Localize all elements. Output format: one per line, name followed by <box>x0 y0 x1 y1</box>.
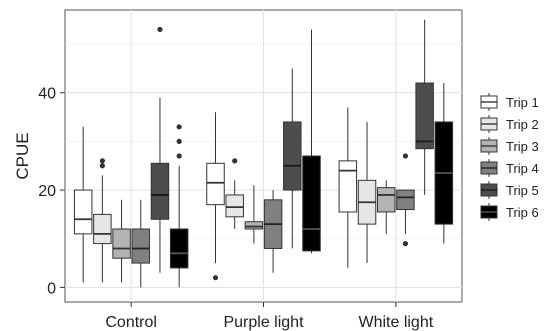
legend-item-trip-5: Trip 5 <box>479 180 539 200</box>
x-axis: Control Purple light White light <box>105 302 434 331</box>
legend-label: Trip 6 <box>506 205 539 220</box>
y-tick-label: 40 <box>38 86 56 103</box>
box-trip-4-white-light <box>396 153 415 247</box>
box-trip-1-white-light <box>338 107 358 268</box>
box-body <box>415 82 434 150</box>
box-body <box>93 213 112 245</box>
outlier-point <box>176 124 182 130</box>
outlier-point <box>176 138 182 144</box>
legend-label: Trip 5 <box>506 183 539 198</box>
y-axis-title: CPUE <box>13 132 32 179</box>
outlier-point <box>99 163 105 169</box>
box-trip-3-control <box>112 199 131 283</box>
box-body <box>302 155 321 252</box>
box-body <box>283 121 302 191</box>
legend-item-trip-3: Trip 3 <box>479 136 539 156</box>
outlier-point <box>402 241 409 247</box>
y-tick-label: 20 <box>38 183 56 200</box>
y-axis: 0 20 40 <box>38 86 65 297</box>
legend-item-trip-1: Trip 1 <box>479 92 539 112</box>
box-trip-6-white-light <box>434 83 454 244</box>
box-trip-2-purple-light <box>225 158 244 229</box>
legend: Trip 1 Trip 2 Trip 3 Trip 4 Trip 5 Trip 6 <box>479 92 539 222</box>
legend-label: Trip 4 <box>506 161 539 176</box>
box-trip-4-purple-light <box>263 190 283 273</box>
grid-lines <box>65 10 462 302</box>
outlier-point <box>212 275 219 281</box>
box-body <box>73 189 93 235</box>
box-body <box>376 187 396 213</box>
legend-item-trip-6: Trip 6 <box>479 202 539 222</box>
box-body <box>396 189 415 211</box>
box-trip-3-white-light <box>376 180 396 234</box>
legend-item-trip-4: Trip 4 <box>479 158 539 178</box>
box-trip-6-control <box>169 124 189 288</box>
outlier-point <box>402 153 409 159</box>
box-body <box>150 162 170 220</box>
y-tick-label: 0 <box>47 280 56 297</box>
box-trip-6-purple-light <box>302 29 321 254</box>
box-trip-2-white-light <box>357 121 377 264</box>
box-body <box>225 194 244 218</box>
box-trip-5-white-light <box>415 19 434 195</box>
box-body <box>169 228 189 269</box>
box-trip-1-control <box>73 126 93 283</box>
x-tick-label: Control <box>105 314 157 331</box>
box-body <box>338 160 358 213</box>
box-trip-1-purple-light <box>206 112 225 281</box>
box-trip-3-purple-light <box>244 185 264 244</box>
legend-label: Trip 2 <box>506 117 539 132</box>
box-body <box>244 221 264 230</box>
legend-item-trip-2: Trip 2 <box>479 114 539 134</box>
outlier-point <box>99 158 105 164</box>
box-groups <box>73 19 454 288</box>
legend-label: Trip 1 <box>506 95 539 110</box>
outlier-point <box>157 26 163 33</box>
legend-label: Trip 3 <box>506 139 539 154</box>
box-trip-5-control <box>150 26 170 273</box>
box-body <box>131 228 151 264</box>
outlier-point <box>232 158 238 164</box>
box-body <box>112 228 131 259</box>
outlier-point <box>176 153 182 159</box>
x-tick-label: White light <box>358 314 433 331</box>
box-trip-4-control <box>131 199 151 288</box>
x-tick-label: Purple light <box>223 314 304 331</box>
box-trip-5-purple-light <box>283 68 302 249</box>
box-trip-2-control <box>93 158 112 283</box>
box-body <box>206 162 225 206</box>
